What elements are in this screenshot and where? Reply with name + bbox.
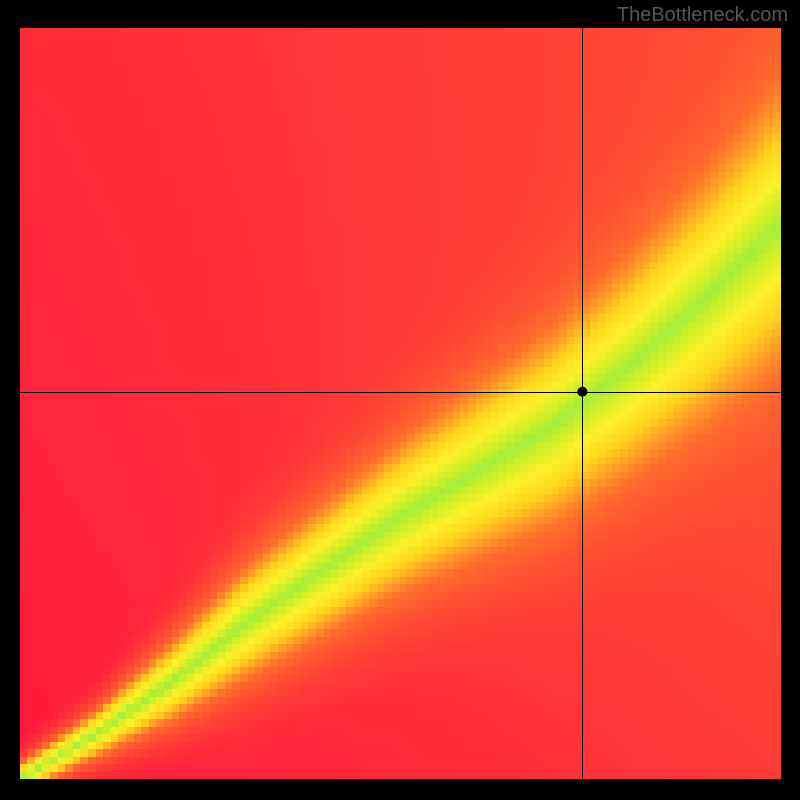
bottleneck-heatmap <box>0 0 800 800</box>
watermark-label: TheBottleneck.com <box>617 4 788 27</box>
chart-container: TheBottleneck.com <box>0 0 800 800</box>
